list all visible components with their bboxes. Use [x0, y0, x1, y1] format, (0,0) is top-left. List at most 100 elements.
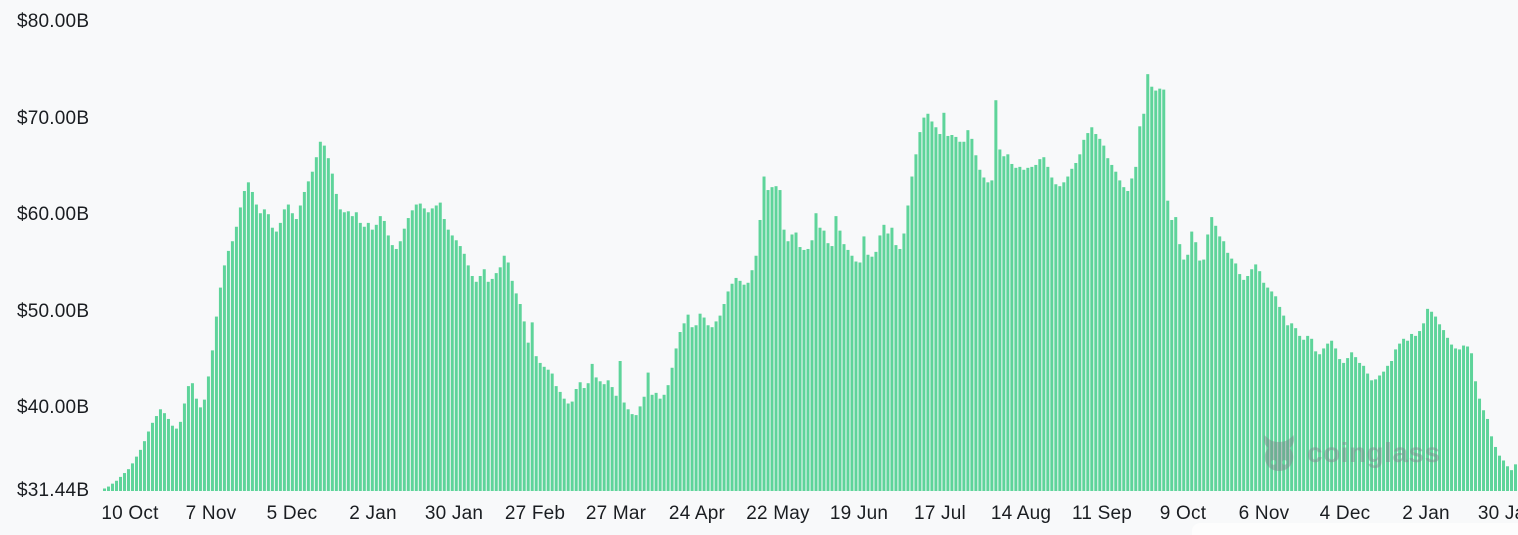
bar[interactable]: [730, 283, 734, 491]
bar[interactable]: [482, 269, 486, 491]
bar[interactable]: [998, 149, 1002, 492]
bar[interactable]: [1254, 264, 1258, 491]
bar[interactable]: [1386, 365, 1390, 491]
bar[interactable]: [158, 409, 162, 491]
bar[interactable]: [1038, 159, 1042, 491]
bar[interactable]: [1406, 340, 1410, 491]
bar[interactable]: [702, 317, 706, 491]
bar[interactable]: [922, 117, 926, 492]
bar[interactable]: [1262, 282, 1266, 491]
bar[interactable]: [1294, 328, 1298, 491]
bar[interactable]: [974, 155, 978, 491]
bar[interactable]: [558, 391, 562, 491]
bar[interactable]: [734, 277, 738, 491]
bar[interactable]: [918, 132, 922, 491]
bar[interactable]: [1450, 344, 1454, 491]
bar[interactable]: [682, 323, 686, 491]
bar[interactable]: [614, 395, 618, 491]
bar[interactable]: [258, 213, 262, 492]
bar[interactable]: [1198, 260, 1202, 491]
bar[interactable]: [1482, 410, 1486, 491]
bar[interactable]: [706, 325, 710, 491]
bar[interactable]: [206, 376, 210, 491]
bar[interactable]: [1430, 311, 1434, 491]
bar[interactable]: [1318, 354, 1322, 491]
bar[interactable]: [810, 240, 814, 491]
bar[interactable]: [906, 205, 910, 492]
bar[interactable]: [862, 236, 866, 491]
bar[interactable]: [618, 361, 622, 491]
bar[interactable]: [1066, 176, 1070, 491]
bar[interactable]: [958, 141, 962, 491]
bar[interactable]: [1358, 362, 1362, 491]
bar[interactable]: [430, 208, 434, 491]
bar[interactable]: [1242, 279, 1246, 491]
bar[interactable]: [1026, 167, 1030, 491]
bar[interactable]: [510, 280, 514, 491]
bar[interactable]: [478, 276, 482, 491]
bar[interactable]: [1378, 375, 1382, 491]
bar[interactable]: [518, 304, 522, 491]
bar[interactable]: [1214, 225, 1218, 492]
bar[interactable]: [1462, 345, 1466, 491]
bar[interactable]: [278, 222, 282, 491]
bar[interactable]: [1014, 167, 1018, 491]
bar[interactable]: [794, 232, 798, 492]
bar[interactable]: [1454, 348, 1458, 491]
bar[interactable]: [1310, 338, 1314, 491]
bar[interactable]: [302, 191, 306, 492]
bar[interactable]: [526, 342, 530, 491]
bar[interactable]: [374, 224, 378, 491]
bar[interactable]: [186, 386, 190, 491]
bar[interactable]: [1102, 145, 1106, 491]
bar[interactable]: [762, 176, 766, 491]
bar[interactable]: [162, 413, 166, 491]
bar[interactable]: [210, 350, 214, 491]
bar[interactable]: [994, 100, 998, 491]
bar[interactable]: [1226, 252, 1230, 491]
bar[interactable]: [1370, 380, 1374, 491]
bar[interactable]: [246, 182, 250, 491]
bar[interactable]: [254, 204, 258, 492]
bar[interactable]: [850, 255, 854, 491]
bar[interactable]: [818, 227, 822, 491]
bar[interactable]: [650, 394, 654, 491]
bar[interactable]: [1258, 271, 1262, 491]
bar[interactable]: [766, 190, 770, 492]
bar[interactable]: [1514, 464, 1517, 491]
bar[interactable]: [902, 233, 906, 491]
bar[interactable]: [642, 396, 646, 491]
bar[interactable]: [310, 171, 314, 491]
bar[interactable]: [214, 316, 218, 491]
bar[interactable]: [610, 387, 614, 491]
bar[interactable]: [306, 181, 310, 492]
bar[interactable]: [1498, 455, 1502, 491]
bar[interactable]: [946, 135, 950, 491]
bar[interactable]: [1346, 358, 1350, 491]
bar[interactable]: [110, 483, 114, 491]
bar[interactable]: [1018, 166, 1022, 491]
bar[interactable]: [966, 130, 970, 492]
bar[interactable]: [846, 249, 850, 491]
bar[interactable]: [1494, 446, 1498, 491]
bar[interactable]: [1422, 323, 1426, 491]
bar[interactable]: [1486, 418, 1490, 491]
bar[interactable]: [362, 226, 366, 491]
bar[interactable]: [586, 383, 590, 491]
bar[interactable]: [1402, 338, 1406, 491]
bar[interactable]: [694, 325, 698, 491]
bar[interactable]: [658, 398, 662, 491]
bar[interactable]: [894, 245, 898, 491]
bar[interactable]: [1362, 365, 1366, 491]
bar[interactable]: [1002, 156, 1006, 491]
bar[interactable]: [554, 386, 558, 491]
bar[interactable]: [770, 187, 774, 491]
bar[interactable]: [746, 282, 750, 491]
bar[interactable]: [218, 287, 222, 491]
bar[interactable]: [926, 113, 930, 491]
bar[interactable]: [342, 212, 346, 491]
bar[interactable]: [506, 262, 510, 491]
bar[interactable]: [970, 138, 974, 492]
bar[interactable]: [454, 240, 458, 491]
